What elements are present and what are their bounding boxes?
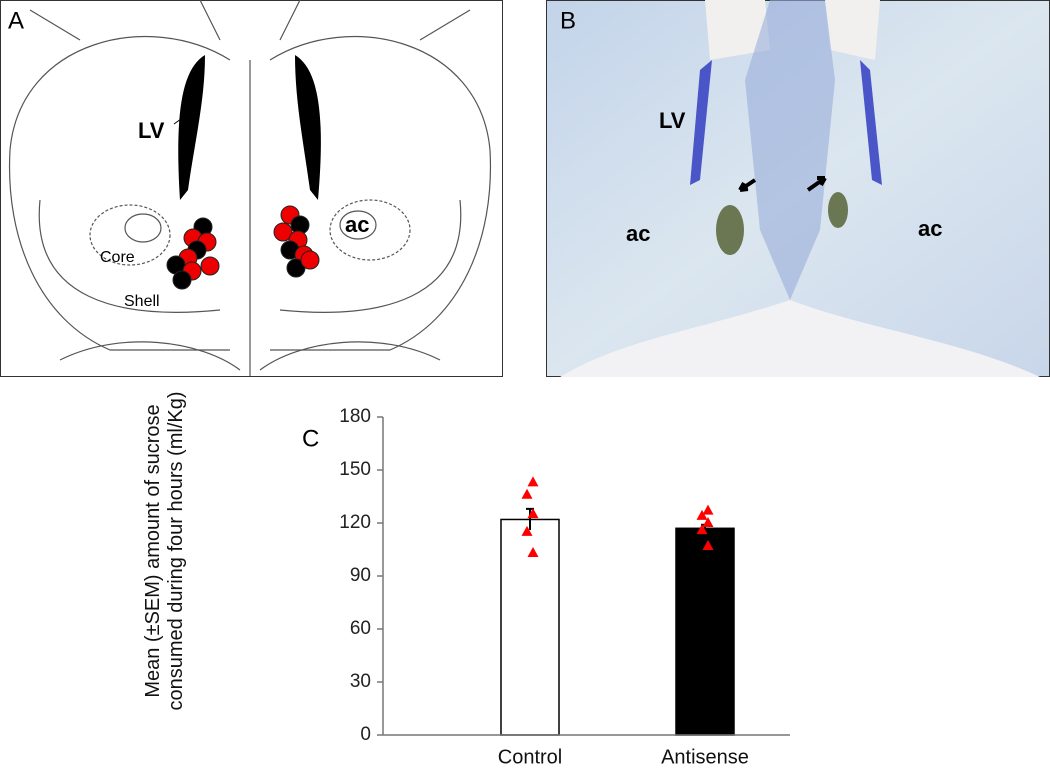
region-label: LV	[138, 118, 165, 143]
tissue-gap	[705, 0, 770, 60]
x-tick-label: Control	[498, 746, 562, 768]
data-point	[696, 524, 708, 535]
panel-label: A	[8, 7, 24, 34]
bar	[500, 518, 560, 736]
x-tick-label: Antisense	[661, 746, 749, 768]
data-point	[702, 504, 714, 515]
panel-a: A LV ac Core Shell	[0, 0, 503, 377]
arrow	[173, 113, 189, 125]
y-tick-label: 60	[350, 618, 371, 639]
ventricle	[860, 60, 882, 185]
panel-border	[0, 0, 503, 377]
region-label: Core	[100, 249, 135, 266]
data-point	[696, 509, 708, 520]
y-tick-label: 150	[339, 459, 371, 480]
injection-sites	[166, 205, 320, 290]
arrow	[738, 178, 757, 192]
data-point	[702, 539, 714, 550]
panel-label: C	[302, 425, 319, 452]
ventricle	[690, 60, 712, 185]
injection-site	[828, 192, 848, 228]
y-axis-label: Mean (±SEM) amount of sucrose consumed d…	[142, 391, 187, 711]
midline	[745, 0, 835, 300]
bar	[675, 527, 735, 736]
tissue-edge	[560, 300, 1040, 377]
region-label: ac	[345, 212, 369, 237]
y-tick-label: 90	[350, 565, 371, 586]
region-label: ac	[626, 221, 650, 246]
atlas-outline	[8, 0, 492, 376]
injection-site	[716, 205, 744, 255]
data-point	[527, 508, 539, 519]
y-tick-label: 30	[350, 671, 371, 692]
y-tick-label: 120	[339, 512, 371, 533]
region-label: ac	[918, 216, 942, 241]
panel-b: B LV ac ac	[546, 0, 1050, 377]
data-point	[527, 476, 539, 487]
y-tick-label: 0	[360, 724, 371, 745]
ventricle	[295, 55, 321, 200]
data-point	[521, 525, 533, 536]
region-label: Shell	[124, 293, 160, 310]
tissue-gap	[825, 0, 880, 60]
region-label: LV	[659, 108, 686, 133]
data-point	[521, 488, 533, 499]
arrow	[806, 176, 827, 192]
data-point	[527, 547, 539, 558]
ventricle	[178, 55, 205, 200]
data-point	[702, 517, 714, 527]
y-tick-label: 180	[339, 406, 371, 427]
panel-label: B	[560, 7, 576, 34]
